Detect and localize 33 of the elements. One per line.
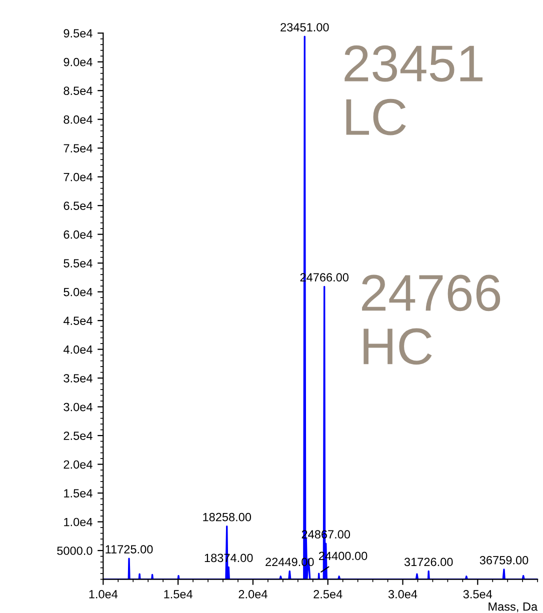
y-tick-label: 8.5e4 [64, 86, 92, 95]
y-tick-label: 4.5e4 [63, 316, 92, 325]
annotation: 11725.00 [106, 545, 153, 554]
annotation: 18258.00 [203, 512, 252, 522]
x-tick-label: 2.0e4 [238, 590, 268, 598]
y-tick-label: 8.0e4 [64, 115, 92, 124]
y-tick-label: 9.0e4 [64, 58, 92, 66]
annotation: 36759.00 [480, 556, 528, 564]
x-tick-label: 3.5e4 [463, 590, 492, 598]
annotation: 31726.00 [404, 558, 453, 566]
y-tick-label: 1.0e4 [64, 518, 92, 526]
y-tick-label: 2.5e4 [64, 432, 92, 440]
x-tick-label: 3.0e4 [388, 590, 418, 598]
y-tick-label: 9.5e4 [64, 29, 92, 38]
annotation: 24766 HC [362, 274, 500, 365]
y-tick-label: 5000.0 [57, 546, 92, 555]
x-tick-label: 1.0e4 [89, 590, 118, 598]
x-tick-label: 2.5e4 [314, 590, 342, 598]
y-tick-label: 5.5e4 [64, 259, 92, 268]
y-tick-label: 3.5e4 [64, 374, 92, 382]
y-tick-label: 7.0e4 [64, 172, 92, 182]
x-tick-label: 1.5e4 [164, 590, 192, 598]
y-tick-label: 6.5e4 [64, 202, 92, 210]
y-tick-label: 6.0e4 [64, 230, 92, 239]
y-tick-label: 2.0e4 [64, 460, 92, 469]
y-tick-label: 4.0e4 [63, 345, 92, 354]
y-tick-label: 1.5e4 [64, 489, 92, 498]
y-tick-label: 3.0e4 [64, 402, 92, 412]
annotation: 23451.00 [280, 23, 329, 32]
x-axis-title: Mass, Da [488, 602, 538, 612]
annotation: 23451 LC [344, 45, 482, 136]
y-tick-label: 7.5e4 [64, 144, 92, 152]
y-tick-label: 5.0e4 [64, 288, 92, 296]
